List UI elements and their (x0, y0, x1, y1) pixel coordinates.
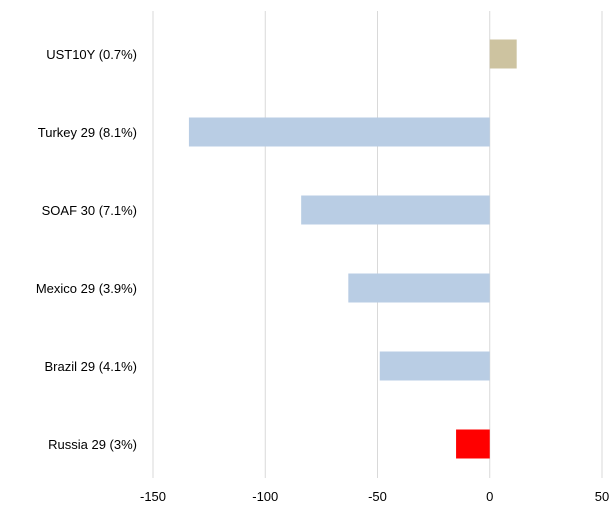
bar-2 (301, 195, 490, 225)
category-labels: UST10Y (0.7%) Turkey 29 (8.1%) SOAF 30 (7.… (36, 47, 137, 452)
category-label: Mexico 29 (3.9%) (36, 281, 137, 296)
bar-4 (379, 351, 490, 381)
bar-3 (348, 273, 490, 303)
bar-1 (188, 117, 490, 147)
category-label: UST10Y (0.7%) (46, 47, 137, 62)
category-label: Brazil 29 (4.1%) (45, 359, 137, 374)
x-tick-label: -50 (368, 489, 387, 504)
x-tick-label: -100 (252, 489, 278, 504)
x-tick-label: 0 (486, 489, 493, 504)
category-label: Russia 29 (3%) (48, 437, 137, 452)
x-tick-label: -150 (140, 489, 166, 504)
bars (188, 39, 517, 459)
x-axis-tick-labels: -150 -100 -50 0 50 (140, 489, 609, 504)
category-label: Turkey 29 (8.1%) (38, 125, 137, 140)
bar-5 (456, 429, 490, 459)
gridlines (152, 11, 603, 478)
category-label: SOAF 30 (7.1%) (42, 203, 137, 218)
x-tick-label: 50 (595, 489, 609, 504)
bar-0 (489, 39, 517, 69)
